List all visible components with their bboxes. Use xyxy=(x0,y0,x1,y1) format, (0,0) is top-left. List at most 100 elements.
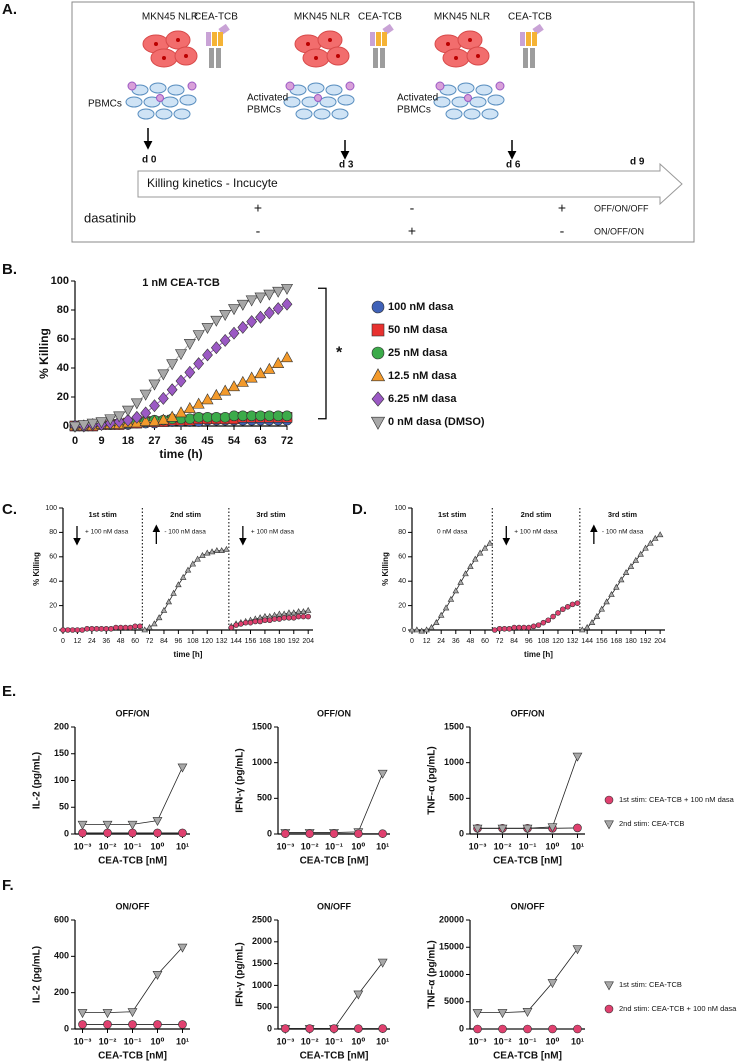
data-point xyxy=(377,769,388,779)
data-point xyxy=(77,420,90,432)
y-tick-label: 1500 xyxy=(252,958,272,968)
stim-note: + 100 nM dasa xyxy=(85,529,129,536)
data-point xyxy=(498,1024,507,1034)
data-point xyxy=(122,413,134,427)
y-tick-label: 100 xyxy=(394,505,406,512)
data-point xyxy=(486,539,494,546)
data-point xyxy=(304,606,312,613)
data-point xyxy=(300,608,307,614)
data-point xyxy=(122,624,129,631)
cells-label: MKN45 NLR xyxy=(294,12,350,23)
data-point xyxy=(280,283,294,295)
data-point xyxy=(408,626,416,633)
data-point xyxy=(201,393,214,405)
data-point xyxy=(642,544,649,551)
data-point xyxy=(89,625,95,632)
y-tick-label: 500 xyxy=(257,1002,272,1012)
x-axis-label: CEA-TCB [nM] xyxy=(493,856,562,867)
data-point xyxy=(550,613,556,620)
data-point xyxy=(189,560,197,567)
data-point xyxy=(491,627,498,633)
data-point xyxy=(113,624,119,631)
data-point xyxy=(437,611,445,618)
x-tick-label: 10⁻² xyxy=(301,1036,319,1046)
data-point xyxy=(598,605,606,612)
x-tick-label: 10⁻² xyxy=(99,841,117,851)
data-point xyxy=(652,534,659,541)
data-point xyxy=(418,627,425,634)
data-point xyxy=(152,971,163,980)
data-point xyxy=(295,608,302,614)
stim-note: - 100 nM dasa xyxy=(602,529,644,536)
data-point xyxy=(140,406,152,420)
y-tick-label: 20000 xyxy=(439,914,464,924)
data-point xyxy=(152,817,163,827)
data-point xyxy=(246,410,257,422)
data-point xyxy=(178,1020,187,1029)
series-line xyxy=(477,948,578,1014)
x-tick-label: 12 xyxy=(423,638,431,645)
day-label: d 9 xyxy=(630,157,645,168)
data-point xyxy=(547,823,558,833)
x-tick-label: 72 xyxy=(281,435,293,447)
legend-label: 2nd stim: CEA-TCB xyxy=(619,819,684,828)
data-point xyxy=(573,823,582,833)
pbmc-label: PBMCs xyxy=(397,105,431,116)
data-point xyxy=(530,623,537,630)
data-point xyxy=(573,1024,582,1034)
data-point xyxy=(68,421,82,433)
data-point xyxy=(569,601,576,608)
y-axis-label: % Killing xyxy=(32,552,41,586)
panel-label: A. xyxy=(2,1,17,18)
data-point xyxy=(184,566,192,573)
data-point xyxy=(237,320,249,334)
y-tick-label: 500 xyxy=(257,793,272,803)
y-tick-label: 100 xyxy=(51,275,69,287)
tumor-cells-icon xyxy=(142,30,198,68)
panel-label: C. xyxy=(2,501,17,518)
data-point xyxy=(516,624,522,631)
data-point xyxy=(202,411,213,423)
data-point xyxy=(254,367,267,379)
data-point xyxy=(160,606,168,613)
data-point xyxy=(157,391,169,405)
data-point xyxy=(139,415,152,426)
data-point xyxy=(647,539,654,546)
data-point xyxy=(471,555,479,562)
data-point xyxy=(228,624,235,631)
schedule-label: ON/OFF/ON xyxy=(594,226,644,236)
y-axis-label: % Killing xyxy=(381,552,390,586)
stim-label: 3rd stim xyxy=(256,510,286,519)
data-point xyxy=(98,625,105,632)
data-point xyxy=(131,410,143,424)
y-tick-label: 60 xyxy=(57,333,69,345)
data-point xyxy=(228,326,240,340)
x-tick-label: 156 xyxy=(596,638,608,645)
data-point xyxy=(262,617,268,624)
x-tick-label: 120 xyxy=(552,638,564,645)
significance-label: * xyxy=(336,345,343,362)
data-point xyxy=(127,1008,138,1018)
data-point xyxy=(535,622,542,628)
data-point xyxy=(281,1024,290,1033)
stim-label: 1st stim xyxy=(438,510,467,519)
data-point xyxy=(166,383,178,397)
data-point xyxy=(354,1024,363,1033)
x-tick-label: 45 xyxy=(201,435,213,447)
stim-label: 3rd stim xyxy=(608,510,638,519)
x-tick-label: 10⁰ xyxy=(546,841,560,851)
data-point xyxy=(175,581,182,588)
x-tick-label: 10⁻² xyxy=(301,841,319,851)
data-point xyxy=(60,627,66,633)
chart-title: OFF/ON xyxy=(116,708,150,718)
legend-label: 1st stim: CEA-TCB xyxy=(619,980,682,989)
chart-title: ON/OFF xyxy=(116,901,150,911)
y-tick-label: 1500 xyxy=(252,721,272,731)
data-point xyxy=(127,820,138,830)
x-tick-label: 9 xyxy=(98,435,104,447)
x-axis-label: time (h) xyxy=(159,447,202,461)
x-tick-label: 84 xyxy=(510,638,518,645)
timeline-arrow xyxy=(137,162,683,206)
data-point xyxy=(178,828,187,838)
y-tick-label: 0 xyxy=(459,828,464,838)
